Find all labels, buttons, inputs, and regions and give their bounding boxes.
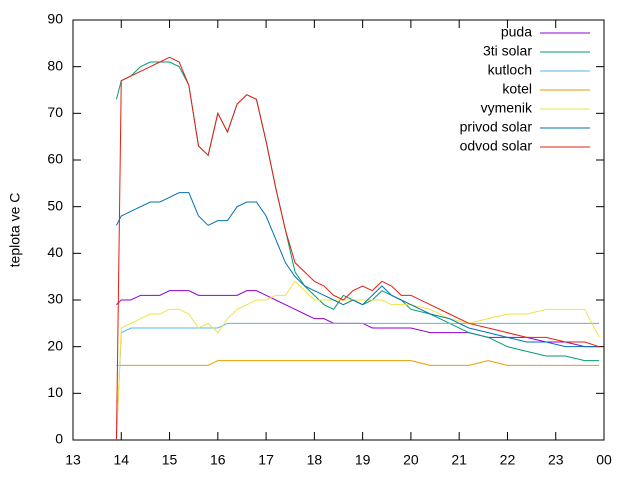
legend-label: kotel [502, 81, 532, 97]
legend-label: vymenik [481, 100, 533, 116]
legend-label: kutloch [488, 62, 532, 78]
x-tick-label: 13 [65, 452, 81, 468]
x-tick-label: 14 [113, 452, 129, 468]
y-tick-label: 60 [47, 151, 63, 167]
x-tick-label: 15 [162, 452, 178, 468]
y-tick-label: 40 [47, 244, 63, 260]
x-tick-label: 23 [548, 452, 564, 468]
x-tick-label: 20 [403, 452, 419, 468]
x-tick-label: 22 [500, 452, 516, 468]
series-line [115, 61, 600, 362]
y-tick-label: 50 [47, 197, 63, 213]
y-axis-label: teplota ve C [7, 193, 23, 268]
x-tick-label: 18 [307, 452, 323, 468]
y-tick-label: 80 [47, 57, 63, 73]
plot-border [72, 19, 605, 441]
legend-label: privod solar [460, 119, 533, 135]
y-tick-label: 30 [47, 291, 63, 307]
legend-label: puda [501, 24, 532, 40]
series-line [115, 280, 600, 441]
x-tick-label: 19 [355, 452, 371, 468]
series-line [116, 360, 600, 366]
legend-label: 3ti solar [483, 43, 532, 59]
x-tick-label: 00 [596, 452, 612, 468]
series-line [115, 322, 600, 441]
y-tick-label: 10 [47, 384, 63, 400]
x-tick-label: 16 [210, 452, 226, 468]
y-tick-label: 20 [47, 337, 63, 353]
x-tick-label: 17 [258, 452, 274, 468]
y-tick-label: 70 [47, 104, 63, 120]
series-line [116, 192, 600, 348]
y-tick-label: 90 [47, 11, 63, 27]
x-tick-label: 21 [451, 452, 467, 468]
y-tick-label: 0 [55, 431, 63, 447]
series-line [115, 56, 600, 441]
legend-label: odvod solar [460, 138, 533, 154]
